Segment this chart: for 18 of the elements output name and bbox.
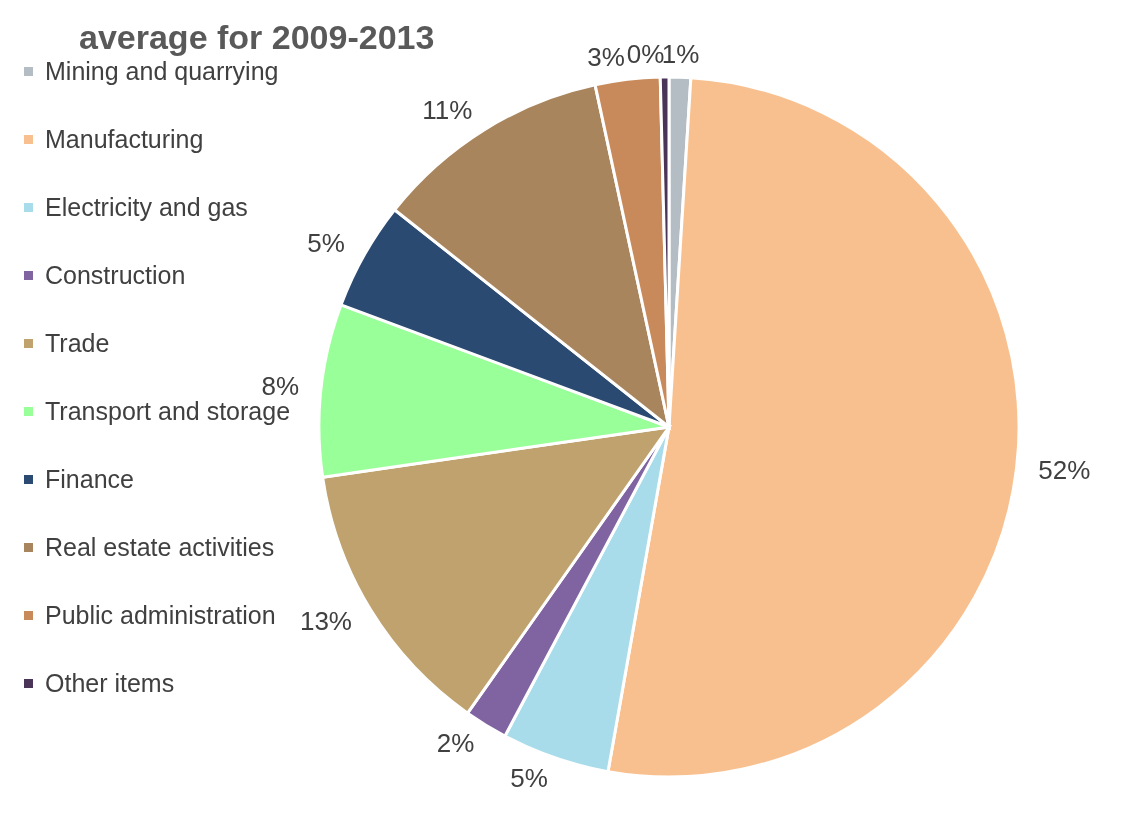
legend-label: Mining and quarrying: [45, 56, 279, 85]
legend-label: Finance: [45, 464, 134, 493]
legend-label: Manufacturing: [45, 124, 204, 153]
legend-label: Trade: [45, 328, 110, 357]
legend-label: Electricity and gas: [45, 192, 248, 221]
legend-label: Other items: [45, 668, 175, 697]
legend-label: Public administration: [45, 600, 276, 629]
data-label: 13%: [299, 605, 352, 636]
data-label: 52%: [1038, 455, 1091, 486]
data-label: 5%: [510, 762, 548, 793]
legend-label: Construction: [45, 260, 186, 289]
data-label: 2%: [436, 728, 475, 758]
legend-label: Real estate activities: [45, 532, 275, 561]
data-label: 0%: [626, 39, 665, 70]
chart-title: average for 2009-2013: [79, 18, 435, 57]
data-label: 3%: [587, 41, 625, 72]
data-label: 11%: [422, 95, 473, 126]
data-label: 5%: [307, 228, 345, 259]
